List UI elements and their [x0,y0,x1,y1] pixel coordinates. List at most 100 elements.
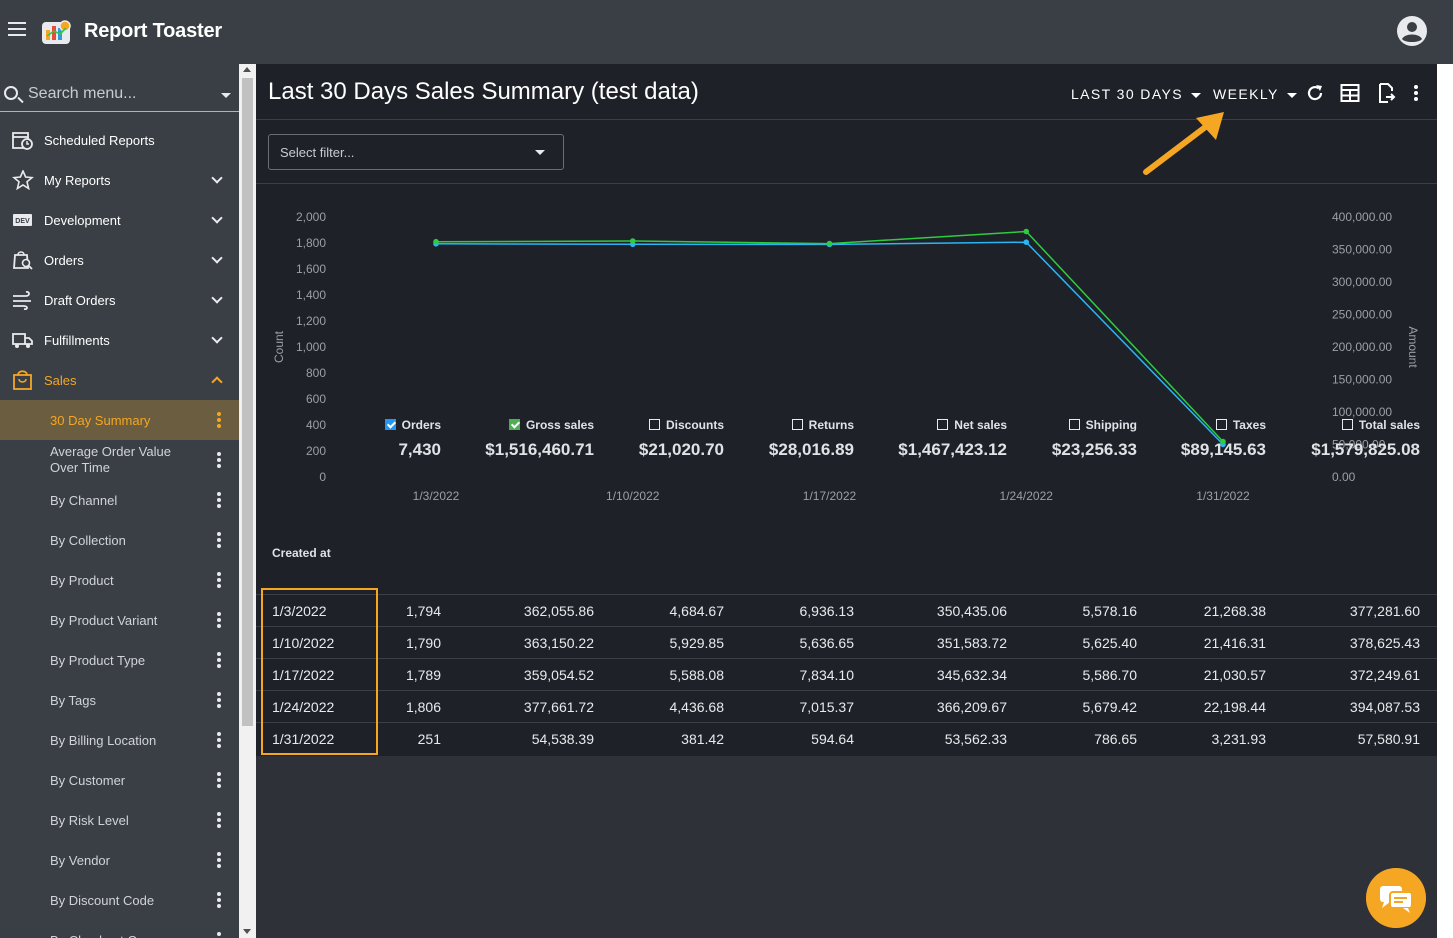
sidebar-subitem[interactable]: By Product Type [0,640,239,680]
date-range-button[interactable]: LAST 30 DAYS [1071,86,1201,102]
calendar-clock-icon [12,132,33,150]
report-header: Last 30 Days Sales Summary (test data) L… [256,64,1437,120]
column-header[interactable]: Net sales $1,467,423.12 [898,416,1007,460]
data-point [433,238,439,245]
period-button[interactable]: WEEKLY [1213,86,1297,102]
caret-down-icon[interactable] [221,93,231,98]
sidebar-item-fulfillments[interactable]: Fulfillments [0,320,239,360]
sidebar-subitem[interactable]: By Collection [0,520,239,560]
sidebar-subitem[interactable]: By Vendor [0,840,239,880]
sidebar-subitem[interactable]: By Product Variant [0,600,239,640]
column-checkbox[interactable] [791,419,803,430]
date-cell: 1/24/2022 [272,699,335,715]
value-cell: 53,562.33 [944,731,1007,747]
chat-icon[interactable] [1366,868,1426,928]
sidebar-item-scheduled-reports[interactable]: Scheduled Reports [0,120,239,160]
chevron-up-icon[interactable] [211,376,223,388]
more-vert-icon[interactable] [217,852,221,868]
more-vert-icon[interactable] [217,772,221,788]
table-grid-icon[interactable] [1340,83,1360,103]
more-vert-icon[interactable] [217,692,221,708]
more-vert-icon[interactable] [217,892,221,908]
filter-select[interactable]: Select filter... [268,134,564,170]
column-checkbox[interactable] [508,419,520,430]
value-cell: 21,030.57 [1203,667,1266,683]
column-checkbox[interactable] [384,419,396,430]
account-icon[interactable] [1395,14,1429,48]
more-vert-icon[interactable] [217,652,221,668]
chevron-down-icon[interactable] [211,332,223,344]
scroll-down-icon[interactable] [243,929,251,934]
chevron-down-icon[interactable] [211,292,223,304]
more-vert-icon[interactable] [217,732,221,748]
date-highlight-box [261,588,378,755]
value-cell: 21,416.31 [1203,635,1266,651]
dev-badge-icon: DEV [13,214,32,226]
y-tick-label: 2,000 [296,210,326,224]
sidebar-subitem-label: By Product Type [50,653,146,668]
chevron-down-icon[interactable] [211,212,223,224]
x-tick-label: 1/10/2022 [606,489,660,503]
value-cell: 5,929.85 [669,635,725,651]
export-icon[interactable] [1376,83,1396,103]
value-cell: 1,794 [405,603,441,619]
more-vert-icon[interactable] [217,812,221,828]
chevron-down-icon[interactable] [211,172,223,184]
scroll-up-icon[interactable] [243,67,251,72]
app-title: Report Toaster [84,20,222,42]
sidebar-subitem[interactable]: By Customer [0,760,239,800]
refresh-icon[interactable] [1305,83,1325,103]
y-tick-label: 0 [319,470,326,484]
column-header[interactable]: Shipping $23,256.33 [1052,416,1137,460]
filter-bar: Select filter... [256,120,1437,184]
more-vert-icon[interactable] [217,492,221,508]
sidebar-subitem[interactable]: Average Order Value Over Time [0,440,239,480]
column-header[interactable]: Total sales $1,579,825.08 [1311,416,1420,460]
column-header[interactable]: Discounts $21,020.70 [639,416,724,460]
more-vert-icon[interactable] [217,612,221,628]
more-vert-icon[interactable] [217,412,221,428]
filter-placeholder: Select filter... [280,145,355,160]
sidebar-subitem[interactable]: By Risk Level [0,800,239,840]
column-checkbox[interactable] [937,419,949,430]
scrollbar-thumb[interactable] [242,78,253,726]
sidebar-subitem[interactable]: By Discount Code [0,880,239,920]
column-header[interactable]: Orders 7,430 [384,416,441,460]
more-vert-icon[interactable] [217,452,221,468]
sidebar-subitem[interactable]: By Checkout Currency [0,920,239,938]
column-checkbox[interactable] [1341,419,1353,430]
sidebar-item-label: Fulfillments [44,333,110,348]
caret-down-icon [535,150,545,155]
date-cell: 1/10/2022 [272,635,335,651]
column-checkbox[interactable] [648,419,660,430]
sidebar-subitem[interactable]: 30 Day Summary [0,400,239,440]
sidebar-scrollbar[interactable] [239,64,256,938]
sidebar-item-development[interactable]: DEV Development [0,200,239,240]
column-checkbox[interactable] [1068,419,1080,430]
sidebar-item-draft-orders[interactable]: Draft Orders [0,280,239,320]
value-cell: 345,632.34 [936,667,1007,683]
sidebar-item-orders[interactable]: Orders [0,240,239,280]
search-input[interactable]: Search menu... [28,85,137,102]
column-header[interactable]: Taxes $89,145.63 [1181,416,1266,460]
page-scrollbar[interactable] [1437,64,1453,938]
more-vert-icon[interactable] [217,932,221,938]
sidebar-subitem[interactable]: By Channel [0,480,239,520]
shopping-bag-icon [13,370,32,390]
sidebar-subitem[interactable]: By Tags [0,680,239,720]
more-vert-icon[interactable] [217,572,221,588]
column-header[interactable]: Returns $28,016.89 [769,416,854,460]
column-total: $1,467,423.12 [898,440,1007,459]
chevron-down-icon[interactable] [211,252,223,264]
sidebar-item-sales[interactable]: Sales [0,360,239,400]
sidebar-subitem[interactable]: By Product [0,560,239,600]
more-vert-icon[interactable] [217,532,221,548]
sidebar-subitem[interactable]: By Billing Location [0,720,239,760]
sidebar-item-my-reports[interactable]: My Reports [0,160,239,200]
column-header[interactable]: Gross sales $1,516,460.71 [485,416,594,460]
menu-icon[interactable] [8,22,28,40]
search-menu[interactable]: Search menu... [0,76,239,112]
column-checkbox[interactable] [1215,419,1227,430]
value-cell: 372,249.61 [1349,667,1420,683]
more-vert-icon[interactable] [1406,83,1426,103]
